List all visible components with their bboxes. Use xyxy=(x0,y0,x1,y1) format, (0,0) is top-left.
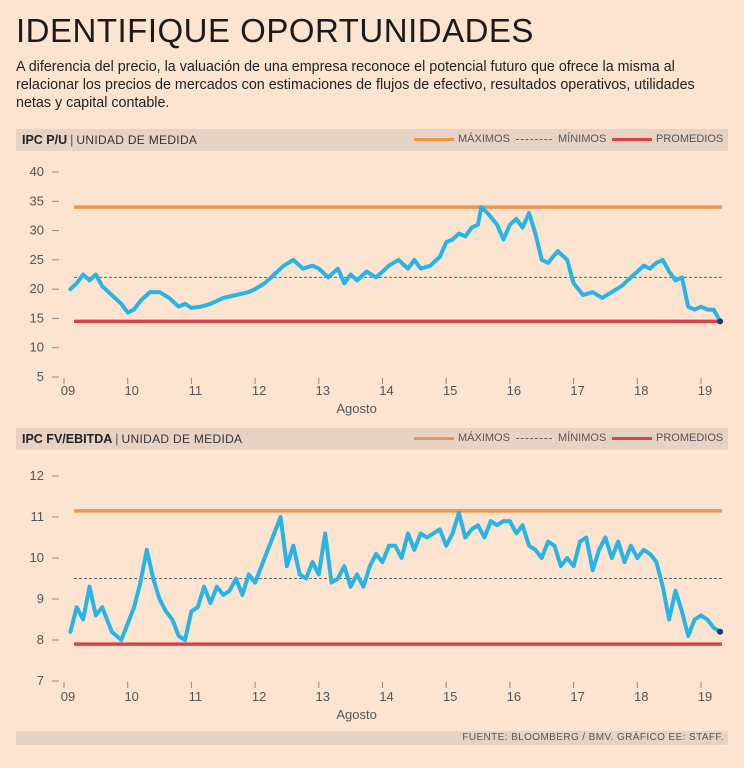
chart-ipc-pu: 5 10 15 20 25 30 35 40 09 10 11 12 13 14 15 16 17 18 19 Ago… xyxy=(30,164,724,416)
x-axis-label: Agosto xyxy=(336,401,376,416)
x-tick-label: 11 xyxy=(189,383,203,398)
y-tick-label: 12 xyxy=(30,468,44,483)
series-end-point xyxy=(717,318,724,325)
y-tick-label: 8 xyxy=(37,632,44,647)
series-end-point xyxy=(717,628,724,635)
x-tick-label: 19 xyxy=(698,383,712,398)
panel-title: IPC P/U | UNIDAD DE MEDIDA xyxy=(22,133,198,147)
source-note: FUENTE: BLOOMBERG / BMV. GRÁFICO EE: STA… xyxy=(462,732,724,743)
y-tick-label: 35 xyxy=(30,193,44,208)
x-tick-label: 18 xyxy=(634,383,648,398)
x-tick-label: 13 xyxy=(316,689,330,704)
legend-avg-label: PROMEDIOS xyxy=(656,432,724,444)
x-axis-label: Agosto xyxy=(336,707,376,722)
y-tick-label: 40 xyxy=(30,164,44,179)
y-tick-label: 11 xyxy=(31,509,45,524)
x-tick-label: 09 xyxy=(61,689,75,704)
x-tick-label: 10 xyxy=(124,689,138,704)
legend-min-label: MÍNIMOS xyxy=(558,133,607,145)
legend-min-swatch xyxy=(516,438,552,439)
y-tick-label: 10 xyxy=(30,550,44,565)
x-tick-label: 10 xyxy=(124,383,138,398)
legend-min-label: MÍNIMOS xyxy=(558,432,607,444)
y-tick-label: 25 xyxy=(30,252,44,267)
y-tick-label: 20 xyxy=(30,281,44,296)
series-line xyxy=(68,510,723,642)
y-tick-label: 9 xyxy=(37,591,44,606)
x-tick-label: 13 xyxy=(316,383,330,398)
series-line xyxy=(68,205,723,324)
panel-title: IPC FV/EBITDA | UNIDAD DE MEDIDA xyxy=(22,432,243,446)
x-tick-label: 14 xyxy=(379,689,393,704)
y-tick-label: 10 xyxy=(30,340,44,355)
page-title: IDENTIFIQUE OPORTUNIDADES xyxy=(16,12,534,49)
x-tick-label: 16 xyxy=(507,383,521,398)
x-tick-label: 18 xyxy=(634,689,648,704)
page-subtitle: A diferencia del precio, la valuación de… xyxy=(16,59,695,111)
legend-avg-swatch xyxy=(612,437,652,440)
legend-avg-label: PROMEDIOS xyxy=(656,133,724,145)
y-tick-label: 15 xyxy=(30,310,44,325)
panel-header-pu: IPC P/U | UNIDAD DE MEDIDA MÁXIMOS MÍNIMOS… xyxy=(16,129,728,151)
x-tick-label: 11 xyxy=(189,689,203,704)
y-tick-label: 30 xyxy=(30,223,44,238)
legend-max-swatch xyxy=(414,437,454,440)
x-tick-label: 09 xyxy=(61,383,75,398)
legend-max-swatch xyxy=(414,138,454,141)
x-tick-label: 12 xyxy=(252,689,266,704)
x-tick-label: 14 xyxy=(379,383,393,398)
footer: FUENTE: BLOOMBERG / BMV. GRÁFICO EE: STA… xyxy=(16,731,728,745)
panel-unit: UNIDAD DE MEDIDA xyxy=(76,133,198,147)
x-tick-label: 17 xyxy=(570,689,584,704)
legend-min-swatch xyxy=(516,139,552,140)
x-tick-label: 17 xyxy=(570,383,584,398)
x-tick-label: 15 xyxy=(443,689,457,704)
y-tick-label: 5 xyxy=(37,369,44,384)
y-tick-label: 7 xyxy=(37,673,44,688)
x-tick-label: 12 xyxy=(252,383,266,398)
legend-max-label: MÁXIMOS xyxy=(458,133,510,145)
legend-avg-swatch xyxy=(612,138,652,141)
chart-ipc-fv-ebitda: 7 8 9 10 11 12 09 10 11 12 13 14 15 16 17 18 19 Agosto xyxy=(30,468,724,722)
panel-header-fv-ebitda: IPC FV/EBITDA | UNIDAD DE MEDIDA MÁXIMOS M… xyxy=(16,428,728,450)
x-tick-label: 16 xyxy=(507,689,521,704)
legend-max-label: MÁXIMOS xyxy=(458,432,510,444)
x-tick-label: 19 xyxy=(698,689,712,704)
x-tick-label: 15 xyxy=(443,383,457,398)
panel-unit: UNIDAD DE MEDIDA xyxy=(121,432,243,446)
